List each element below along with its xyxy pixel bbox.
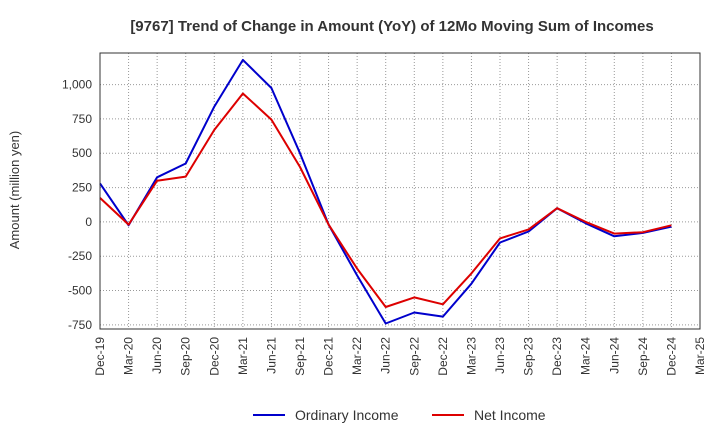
x-tick-label: Mar-21: [236, 337, 250, 375]
y-tick-label: 0: [85, 215, 92, 229]
x-tick-labels: Dec-19 Mar-20 Jun-20 Sep-20 Dec-20 Mar-21 Jun-…: [93, 337, 707, 376]
x-tick-label: Dec-19: [93, 337, 107, 376]
y-tick-label: -750: [68, 318, 92, 332]
x-tick-label: Sep-24: [636, 337, 650, 376]
x-tick-label: Dec-23: [550, 337, 564, 376]
y-tick-label: 500: [72, 146, 92, 160]
legend-label: Net Income: [474, 407, 546, 423]
x-tick-label: Dec-21: [322, 337, 336, 376]
y-tick-label: -250: [68, 249, 92, 263]
x-tick-label: Dec-24: [664, 337, 678, 376]
legend: Ordinary Income Net Income: [253, 407, 546, 423]
y-axis-label: Amount (million yen): [7, 131, 22, 250]
x-tick-label: Mar-20: [122, 337, 136, 375]
x-tick-label: Dec-22: [436, 337, 450, 376]
x-tick-label: Sep-22: [407, 337, 421, 376]
x-tick-label: Jun-24: [607, 337, 621, 374]
chart-title: [9767] Trend of Change in Amount (YoY) o…: [130, 18, 653, 35]
plot-area: [100, 53, 700, 329]
y-tick-label: 750: [72, 112, 92, 126]
legend-label: Ordinary Income: [295, 407, 399, 423]
y-tick-label: -500: [68, 284, 92, 298]
series-lines: [99, 58, 672, 325]
x-tick-label: Jun-21: [264, 337, 278, 374]
plot-frame: [99, 52, 701, 330]
x-tick-label: Mar-22: [350, 337, 364, 375]
x-tick-label: Dec-20: [207, 337, 221, 376]
x-tick-label: Mar-24: [579, 337, 593, 375]
x-tick-label: Jun-22: [379, 337, 393, 374]
y-tick-labels: -750 -500 -250 0 250 500 750 1,000: [62, 78, 92, 332]
x-tick-label: Jun-23: [493, 337, 507, 374]
x-tick-label: Mar-23: [464, 337, 478, 375]
y-tick-label: 1,000: [62, 78, 92, 92]
x-tick-label: Jun-20: [150, 337, 164, 374]
x-tick-label: Mar-25: [693, 337, 707, 375]
x-tick-label: Sep-23: [522, 337, 536, 376]
y-tick-label: 250: [72, 181, 92, 195]
series-line-net-income: [99, 92, 672, 308]
x-tick-label: Sep-20: [179, 337, 193, 376]
x-tick-label: Sep-21: [293, 337, 307, 376]
